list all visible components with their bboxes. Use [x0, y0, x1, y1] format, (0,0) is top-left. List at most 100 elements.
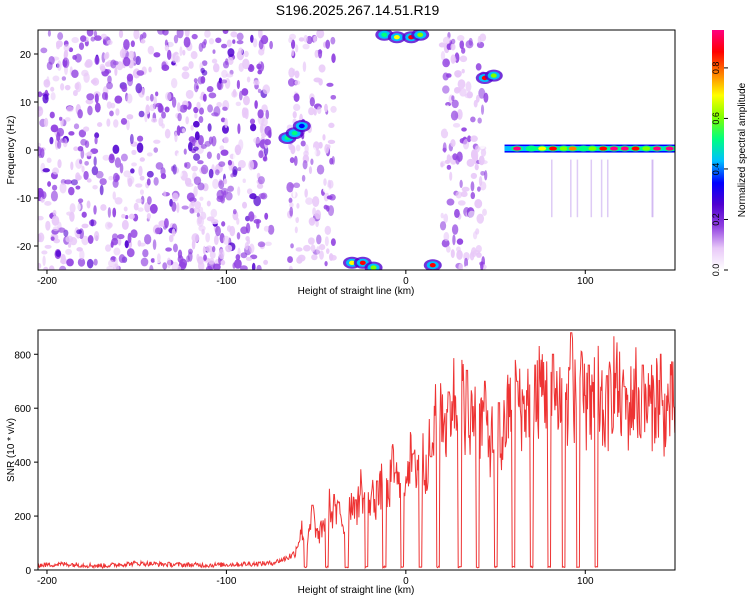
noise-blob: [46, 76, 50, 85]
noise-blob: [459, 55, 468, 63]
noise-blob: [314, 209, 322, 220]
noise-blob: [90, 219, 95, 227]
noise-blob: [251, 262, 256, 270]
noise-blob: [301, 174, 306, 182]
noise-blob: [297, 254, 306, 262]
colorbar-gradient: [712, 30, 724, 270]
noise-blob: [90, 148, 99, 155]
noise-blob: [211, 58, 218, 64]
noise-blob: [214, 169, 220, 176]
noise-blob: [112, 207, 117, 218]
noise-blob: [77, 257, 86, 267]
snr-y-axis-label: SNR (10 * v/v): [6, 418, 17, 482]
noise-blob: [480, 170, 486, 176]
noise-blob: [135, 183, 143, 188]
noise-blob: [83, 170, 89, 181]
noise-blob: [133, 202, 139, 211]
noise-blob: [242, 58, 250, 70]
noise-blob: [59, 265, 67, 270]
page-title: S196.2025.267.14.51.R19: [275, 2, 440, 18]
noise-blob: [133, 30, 140, 40]
noise-blob: [451, 95, 455, 102]
noise-blob: [322, 134, 326, 141]
noise-blob: [245, 235, 250, 242]
noise-blob: [324, 260, 328, 267]
noise-blob: [220, 149, 229, 156]
noise-blob: [149, 203, 158, 214]
noise-blob: [197, 160, 204, 165]
noise-blob: [479, 181, 487, 191]
noise-blob: [117, 237, 122, 246]
noise-blob: [262, 84, 271, 95]
streak: [606, 159, 609, 218]
y-tick-label: 800: [14, 350, 31, 361]
noise-blob: [118, 30, 124, 39]
noise-blob: [171, 201, 177, 212]
noise-blob: [316, 234, 322, 245]
streak: [651, 159, 653, 218]
noise-blob: [256, 264, 262, 270]
spectral-blob-core: [393, 35, 400, 40]
y-tick-label: 200: [14, 512, 31, 523]
noise-blob: [129, 133, 134, 145]
noise-blob: [257, 88, 262, 94]
noise-blob: [40, 47, 48, 54]
noise-blob: [183, 104, 188, 110]
colorbar-tick-label: 0.0: [711, 264, 721, 277]
noise-blob: [456, 249, 463, 260]
noise-blob: [257, 241, 266, 248]
noise-blob: [114, 67, 118, 76]
noise-blob: [48, 55, 55, 65]
noise-blob: [250, 111, 258, 120]
noise-blob: [135, 83, 143, 94]
noise-blob: [293, 155, 298, 167]
noise-blob: [260, 192, 268, 200]
noise-blob: [302, 43, 310, 50]
streak: [551, 159, 553, 218]
noise-blob: [230, 173, 235, 178]
noise-blob: [319, 244, 326, 251]
noise-blob: [237, 186, 241, 196]
noise-blob: [126, 119, 130, 131]
y-tick-label: 600: [14, 404, 31, 415]
noise-blob: [142, 249, 149, 258]
snr-axes: -200 -100 0 100 0 200 400 600 800: [14, 350, 594, 587]
noise-blob: [69, 203, 76, 214]
noise-blob: [86, 178, 92, 183]
noise-blob: [140, 257, 149, 267]
noise-blob: [476, 213, 485, 224]
noise-blob: [193, 153, 201, 161]
noise-blob: [193, 186, 198, 197]
noise-blob: [232, 209, 237, 215]
noise-blob: [269, 40, 273, 50]
noise-blob: [263, 259, 269, 265]
noise-blob: [147, 196, 152, 205]
noise-blob: [329, 194, 336, 201]
noise-blob: [441, 239, 450, 248]
noise-blob: [316, 246, 320, 255]
noise-blob: [198, 206, 204, 214]
noise-blob: [87, 151, 93, 156]
noise-blob: [206, 200, 211, 207]
noise-blob: [49, 136, 54, 145]
noise-blob: [186, 255, 190, 263]
noise-blob: [162, 262, 168, 270]
noise-blob: [41, 191, 47, 199]
noise-blob: [43, 117, 49, 127]
noise-blob: [464, 93, 473, 99]
noise-blob: [57, 32, 64, 41]
noise-blob: [208, 38, 215, 45]
noise-blob: [462, 138, 470, 150]
noise-blob: [440, 51, 446, 61]
noise-blob: [233, 151, 237, 163]
noise-blob: [253, 80, 260, 86]
noise-blob: [456, 246, 461, 253]
noise-blob: [38, 142, 42, 148]
noise-blob: [460, 190, 468, 198]
noise-blob: [250, 34, 254, 43]
noise-blob: [77, 198, 84, 204]
noise-blob: [240, 252, 248, 259]
noise-blob: [63, 44, 70, 52]
noise-blob: [458, 263, 463, 270]
noise-blob: [80, 35, 87, 42]
